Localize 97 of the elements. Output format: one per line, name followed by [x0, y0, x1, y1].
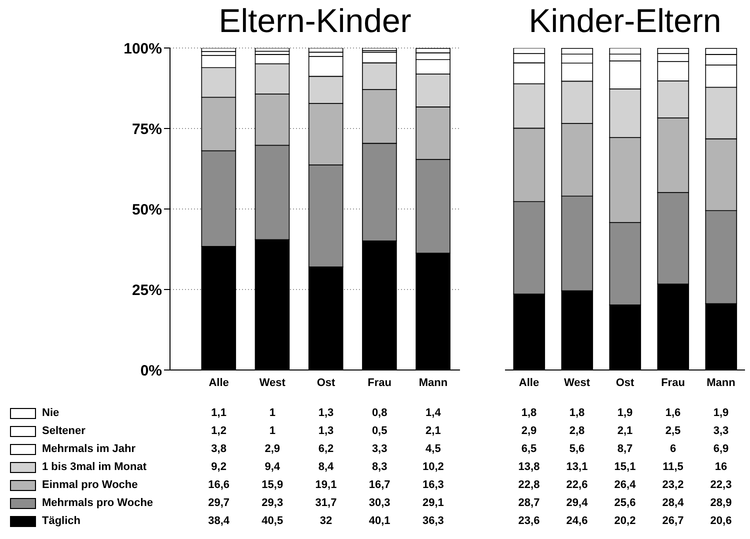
data-label: 2,1 — [616, 425, 634, 437]
data-label: 22,3 — [709, 479, 733, 491]
bar — [308, 48, 344, 53]
data-label: 6,5 — [520, 443, 538, 455]
chart-title: Eltern-Kinder — [218, 2, 412, 40]
data-label: 11,5 — [662, 461, 684, 473]
data-label: 1,4 — [424, 407, 442, 419]
data-label: 28,7 — [517, 497, 541, 509]
data-label: 2,9 — [264, 443, 282, 455]
data-label: 1,9 — [616, 407, 634, 419]
data-label: 28,4 — [661, 497, 685, 509]
data-label: 36,3 — [421, 515, 445, 527]
data-label: 1 — [268, 407, 276, 419]
data-label: 28,9 — [709, 497, 733, 509]
data-label: 1,1 — [210, 407, 228, 419]
data-label: 8,7 — [616, 443, 634, 455]
x-tick-label: Mann — [418, 376, 448, 389]
x-tick-label: Frau — [368, 376, 392, 389]
chart-title: Kinder-Eltern — [528, 2, 722, 40]
data-label: 25,6 — [613, 497, 637, 509]
bar — [201, 48, 236, 52]
data-label: 1,2 — [210, 425, 228, 437]
bar — [254, 48, 290, 52]
data-label: 16,3 — [421, 479, 445, 491]
data-label: 2,1 — [424, 425, 442, 437]
data-label: 22,8 — [517, 479, 541, 491]
data-label: 6 — [668, 443, 678, 455]
data-label: 4,5 — [424, 443, 442, 455]
y-tick-label: 0% — [140, 362, 162, 380]
data-label: 8,3 — [370, 461, 388, 473]
data-label: 3,8 — [210, 443, 228, 455]
data-label: 1 — [268, 425, 276, 437]
data-label: 26,7 — [661, 515, 685, 527]
data-label: 3,3 — [712, 425, 730, 437]
legend-label: Täglich — [42, 515, 81, 527]
data-label: 1,3 — [317, 407, 335, 419]
legend-label: Mehrmals im Jahr — [42, 443, 136, 455]
data-label: 0,8 — [370, 407, 388, 419]
data-label: 32 — [318, 515, 334, 527]
data-label: 2,5 — [664, 425, 682, 437]
data-label: 23,2 — [661, 479, 685, 491]
x-tick-label: Ost — [616, 376, 634, 389]
data-label: 6,2 — [317, 443, 335, 455]
data-label: 16,6 — [207, 479, 230, 491]
y-tick-label: 75% — [132, 120, 162, 138]
data-label: 10,2 — [421, 461, 445, 473]
data-label: 3,3 — [370, 443, 388, 455]
x-tick-label: Alle — [208, 376, 229, 389]
data-label: 40,5 — [260, 515, 284, 527]
data-label: 29,3 — [260, 497, 284, 509]
x-tick-label: Ost — [316, 376, 336, 389]
data-label: 22,6 — [565, 479, 589, 491]
data-label: 5,6 — [568, 443, 586, 455]
data-label: 29,7 — [207, 497, 230, 509]
data-label: 23,6 — [517, 515, 541, 527]
data-label: 15,9 — [260, 479, 284, 491]
legend-label: Einmal pro Woche — [42, 479, 138, 491]
data-label: 0,5 — [370, 425, 388, 437]
y-tick-label: 100% — [124, 40, 162, 58]
legend-label: Seltener — [42, 425, 86, 437]
x-tick-label: Frau — [661, 376, 685, 389]
y-tick-label: 25% — [132, 282, 162, 299]
data-label: 2,9 — [520, 425, 538, 437]
data-label: 8,4 — [317, 461, 335, 473]
x-tick-label: West — [259, 376, 286, 389]
data-label: 30,3 — [368, 497, 392, 509]
data-label: 16 — [714, 461, 728, 473]
data-label: 15,1 — [613, 461, 637, 473]
legend-label: Mehrmals pro Woche — [42, 497, 154, 509]
data-label: 1,6 — [664, 407, 682, 419]
data-label: 1,8 — [520, 407, 538, 419]
data-label: 38,4 — [207, 515, 230, 527]
data-label: 1,9 — [712, 407, 730, 419]
data-label: 1,8 — [568, 407, 586, 419]
data-label: 29,1 — [421, 497, 445, 509]
data-label: 16,7 — [368, 479, 392, 491]
data-label: 29,4 — [565, 497, 589, 509]
data-label: 24,6 — [565, 515, 589, 527]
legend-label: Nie — [42, 407, 60, 419]
data-label: 31,7 — [314, 497, 338, 509]
data-label: 20,2 — [613, 515, 637, 527]
data-label: 9,4 — [264, 461, 282, 473]
legend-label: 1 bis 3mal im Monat — [42, 461, 147, 473]
data-label: 40,1 — [368, 515, 392, 527]
x-tick-label: West — [564, 376, 590, 389]
data-label: 13,1 — [565, 461, 589, 473]
data-label: 1,3 — [317, 425, 335, 437]
x-tick-label: Alle — [518, 376, 540, 389]
data-label: 6,9 — [712, 443, 730, 455]
data-label: 9,2 — [210, 461, 228, 473]
data-label: 13,8 — [517, 461, 541, 473]
data-label: 20,6 — [709, 515, 733, 527]
y-tick-label: 50% — [132, 201, 162, 218]
data-label: 26,4 — [613, 479, 637, 491]
x-tick-label: Mann — [706, 376, 736, 389]
data-label: 2,8 — [568, 425, 586, 437]
data-label: 19,1 — [314, 479, 338, 491]
